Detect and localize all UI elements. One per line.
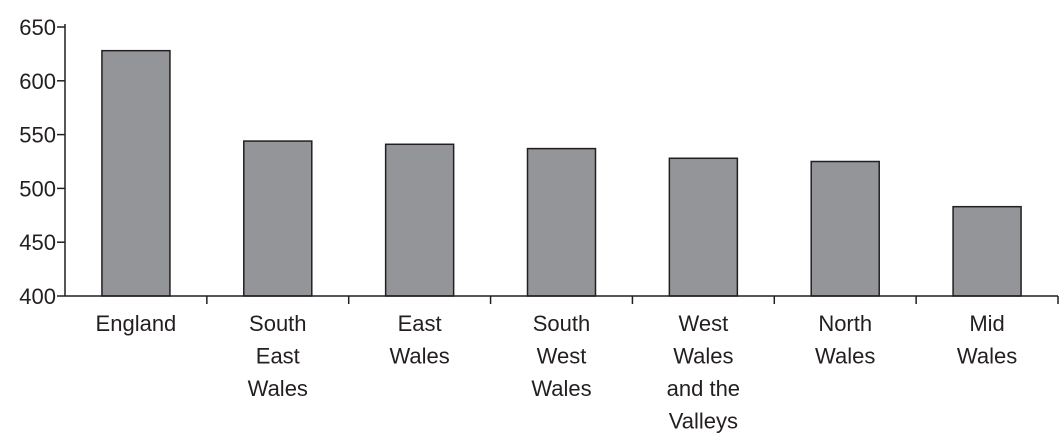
- y-tick-label-450: 450: [19, 230, 56, 255]
- y-tick-labels: 400 450 500 550 600 650: [19, 15, 56, 309]
- y-tick-label-550: 550: [19, 123, 56, 148]
- x-tick-label-4-line-1: Wales: [673, 344, 733, 369]
- bars-group: [101, 49, 1022, 297]
- bar-2: [384, 143, 455, 297]
- y-tick-label-400: 400: [19, 284, 56, 309]
- x-tick-label-6-line-1: Wales: [957, 344, 1017, 369]
- bar-0: [101, 49, 171, 297]
- x-tick-label-2-line-0: East: [398, 311, 442, 336]
- x-tick-label-1: South East Wales: [248, 311, 308, 401]
- bar-3: [526, 147, 597, 297]
- y-tick-label-500: 500: [19, 176, 56, 201]
- x-tick-label-3-line-0: South: [533, 311, 591, 336]
- x-tick-label-1-line-2: Wales: [248, 376, 308, 401]
- x-tick-label-3: South West Wales: [531, 311, 591, 401]
- y-tick-label-600: 600: [19, 69, 56, 94]
- x-tick-label-3-line-1: West: [537, 344, 587, 369]
- x-tick-label-6: Mid Wales: [957, 311, 1017, 369]
- x-tick-label-4-line-2: and the: [667, 376, 740, 401]
- axes-group: [57, 24, 1059, 304]
- bar-1: [243, 140, 313, 297]
- x-tick-label-1-line-1: East: [256, 344, 300, 369]
- x-tick-label-4-line-3: Valleys: [669, 409, 738, 434]
- y-tick-label-650: 650: [19, 15, 56, 40]
- x-tick-label-6-line-0: Mid: [969, 311, 1004, 336]
- x-tick-label-5-line-0: North: [818, 311, 872, 336]
- x-tick-label-3-line-2: Wales: [531, 376, 591, 401]
- bar-4: [668, 157, 739, 297]
- x-tick-label-5-line-1: Wales: [815, 344, 875, 369]
- x-tick-label-0-line-0: England: [96, 311, 177, 336]
- bar-5: [810, 160, 880, 297]
- x-tick-label-4-line-0: West: [678, 311, 728, 336]
- x-tick-label-1-line-0: South: [249, 311, 307, 336]
- x-tick-label-4: West Wales and the Valleys: [667, 311, 740, 434]
- bar-6: [952, 205, 1022, 297]
- x-tick-label-2-line-1: Wales: [389, 344, 449, 369]
- x-tick-label-5: North Wales: [815, 311, 875, 369]
- x-tick-label-2: East Wales: [389, 311, 449, 369]
- x-tick-label-0: England: [96, 311, 177, 336]
